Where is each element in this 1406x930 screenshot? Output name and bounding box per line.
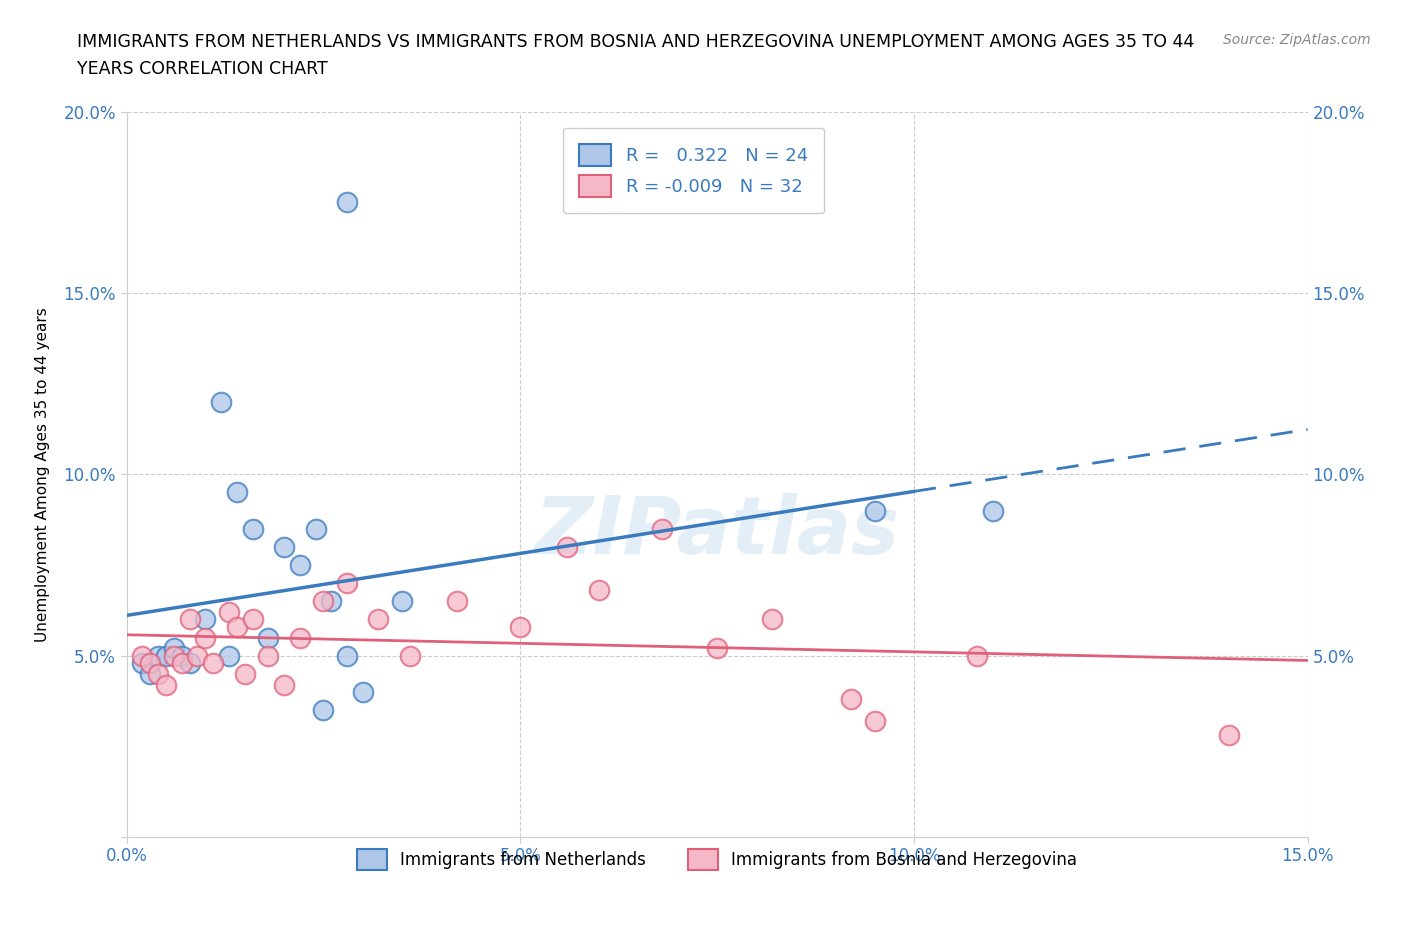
- Point: [557, 539, 579, 554]
- Point: [242, 521, 264, 536]
- Point: [131, 656, 153, 671]
- Point: [509, 619, 531, 634]
- Point: [225, 619, 247, 634]
- Point: [155, 677, 177, 692]
- Point: [863, 503, 886, 518]
- Point: [863, 713, 886, 728]
- Point: [399, 648, 422, 663]
- Point: [312, 703, 335, 718]
- Point: [139, 656, 162, 671]
- Point: [155, 648, 177, 663]
- Point: [170, 656, 193, 671]
- Point: [706, 641, 728, 656]
- Point: [312, 594, 335, 609]
- Point: [304, 521, 326, 536]
- Text: Source: ZipAtlas.com: Source: ZipAtlas.com: [1223, 33, 1371, 46]
- Point: [146, 648, 169, 663]
- Point: [651, 521, 673, 536]
- Point: [209, 394, 232, 409]
- Text: YEARS CORRELATION CHART: YEARS CORRELATION CHART: [77, 60, 328, 78]
- Point: [179, 612, 201, 627]
- Point: [391, 594, 413, 609]
- Point: [257, 631, 280, 645]
- Point: [194, 631, 217, 645]
- Point: [336, 648, 359, 663]
- Point: [839, 692, 862, 707]
- Legend: Immigrants from Netherlands, Immigrants from Bosnia and Herzegovina: Immigrants from Netherlands, Immigrants …: [343, 836, 1091, 884]
- Point: [288, 631, 311, 645]
- Point: [257, 648, 280, 663]
- Point: [966, 648, 988, 663]
- Point: [225, 485, 247, 500]
- Point: [761, 612, 783, 627]
- Text: IMMIGRANTS FROM NETHERLANDS VS IMMIGRANTS FROM BOSNIA AND HERZEGOVINA UNEMPLOYME: IMMIGRANTS FROM NETHERLANDS VS IMMIGRANT…: [77, 33, 1195, 50]
- Point: [446, 594, 468, 609]
- Point: [336, 195, 359, 210]
- Point: [163, 648, 186, 663]
- Point: [139, 667, 162, 682]
- Point: [146, 667, 169, 682]
- Point: [321, 594, 343, 609]
- Point: [242, 612, 264, 627]
- Point: [1218, 728, 1240, 743]
- Point: [218, 604, 240, 619]
- Point: [352, 684, 374, 699]
- Point: [588, 583, 610, 598]
- Point: [179, 656, 201, 671]
- Point: [202, 656, 225, 671]
- Point: [273, 677, 295, 692]
- Point: [186, 648, 208, 663]
- Y-axis label: Unemployment Among Ages 35 to 44 years: Unemployment Among Ages 35 to 44 years: [35, 307, 49, 642]
- Point: [273, 539, 295, 554]
- Text: ZIPatlas: ZIPatlas: [534, 493, 900, 571]
- Point: [170, 648, 193, 663]
- Point: [981, 503, 1004, 518]
- Point: [218, 648, 240, 663]
- Point: [131, 648, 153, 663]
- Point: [367, 612, 389, 627]
- Point: [336, 576, 359, 591]
- Point: [163, 641, 186, 656]
- Point: [233, 667, 256, 682]
- Point: [288, 558, 311, 573]
- Point: [194, 612, 217, 627]
